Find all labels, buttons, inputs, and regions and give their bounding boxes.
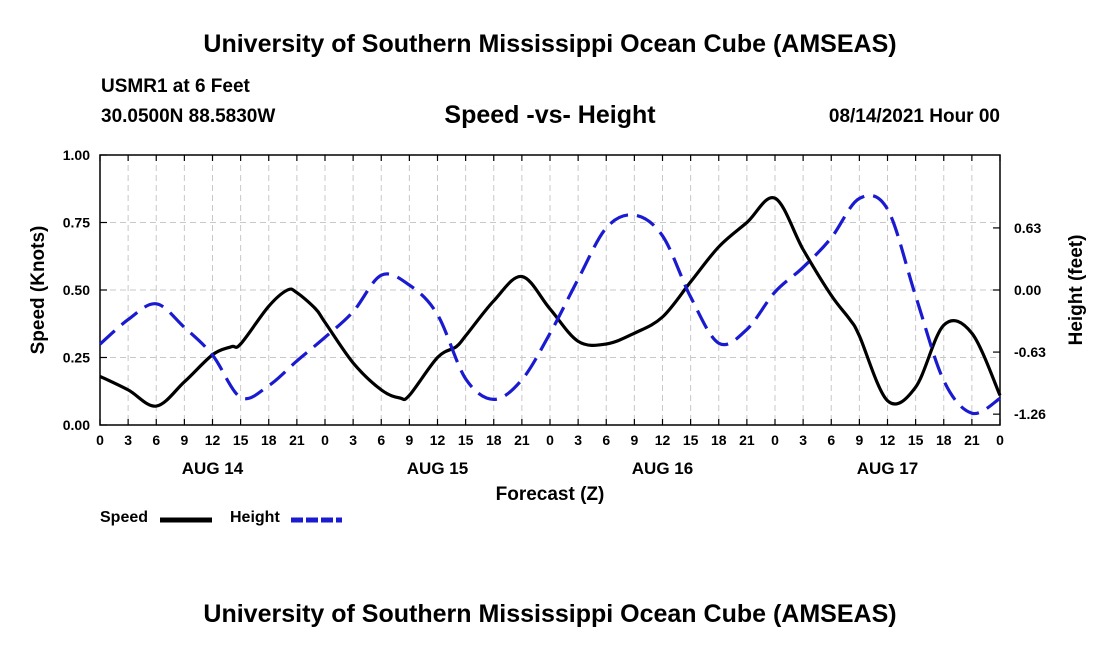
x-tick-label: 9 (405, 432, 413, 448)
x-tick-label: 3 (124, 432, 132, 448)
y2-tick-label: 0.63 (1014, 220, 1041, 236)
y-tick-label: 0.50 (63, 282, 90, 298)
legend-speed-label: Speed (100, 509, 149, 526)
x-tick-label: 0 (546, 432, 554, 448)
x-tick-label: 15 (458, 432, 474, 448)
y2-axis-title: Height (feet) (1066, 235, 1087, 346)
x-tick-label: 18 (486, 432, 502, 448)
x-date-label: AUG 14 (182, 459, 244, 478)
x-tick-label: 0 (321, 432, 329, 448)
x-tick-label: 12 (655, 432, 671, 448)
x-tick-label: 3 (349, 432, 357, 448)
y-tick-label: 1.00 (63, 147, 90, 163)
x-tick-label: 15 (233, 432, 249, 448)
x-tick-label: 21 (514, 432, 530, 448)
y2-tick-label: -1.26 (1014, 406, 1046, 422)
y-tick-label: 0.00 (63, 417, 90, 433)
x-tick-label: 6 (602, 432, 610, 448)
forecast-datetime: 08/14/2021 Hour 00 (828, 106, 1000, 127)
x-tick-label: 12 (205, 432, 221, 448)
chart-header-title: University of Southern Mississippi Ocean… (203, 30, 897, 58)
station-label: USMR1 at 6 Feet (101, 76, 250, 97)
x-tick-label: 9 (180, 432, 188, 448)
y-tick-label: 0.25 (63, 350, 90, 366)
legend-height-label: Height (230, 509, 280, 526)
x-date-label: AUG 17 (857, 459, 918, 478)
x-tick-label: 0 (771, 432, 779, 448)
x-tick-label: 18 (261, 432, 277, 448)
y2-tick-label: 0.00 (1014, 282, 1041, 298)
x-tick-label: 12 (880, 432, 896, 448)
station-coordinates: 30.0500N 88.5830W (101, 106, 276, 127)
chart-footer-title: University of Southern Mississippi Ocean… (203, 600, 897, 628)
x-date-label: AUG 16 (632, 459, 693, 478)
series-line-height (98, 193, 1001, 416)
x-tick-label: 0 (96, 432, 104, 448)
x-tick-label: 6 (827, 432, 835, 448)
x-tick-label: 21 (739, 432, 755, 448)
x-tick-label: 21 (964, 432, 980, 448)
chart-subtitle: Speed -vs- Height (444, 101, 656, 129)
x-tick-label: 6 (152, 432, 160, 448)
y2-tick-label: -0.63 (1014, 344, 1046, 360)
x-tick-label: 12 (430, 432, 446, 448)
x-tick-label: 18 (711, 432, 727, 448)
x-tick-label: 6 (377, 432, 385, 448)
x-tick-label: 15 (683, 432, 699, 448)
series-line-speed (99, 196, 1002, 408)
x-tick-label: 3 (799, 432, 807, 448)
x-tick-label: 0 (996, 432, 1004, 448)
x-tick-label: 18 (936, 432, 952, 448)
x-tick-label: 9 (630, 432, 638, 448)
x-date-label: AUG 15 (407, 459, 468, 478)
y-axis-title: Speed (Knots) (28, 226, 49, 355)
x-tick-label: 3 (574, 432, 582, 448)
x-tick-label: 15 (908, 432, 924, 448)
x-tick-label: 21 (289, 432, 305, 448)
x-tick-label: 9 (855, 432, 863, 448)
y-tick-label: 0.75 (63, 215, 90, 231)
x-axis-title: Forecast (Z) (496, 484, 605, 505)
